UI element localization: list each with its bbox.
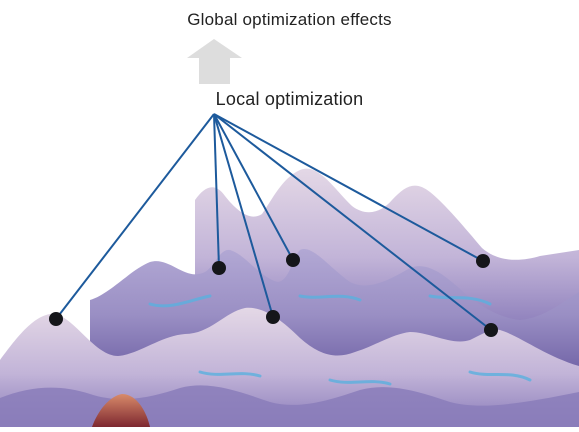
local-optimum-dot-peak-1 <box>49 312 63 326</box>
local-optimum-dot-peak-6 <box>484 323 498 337</box>
connector-line-peak-3 <box>213 113 294 261</box>
surface-highlight <box>148 294 532 386</box>
connector-line-peak-5 <box>213 113 484 262</box>
connector-line-peak-6 <box>213 113 492 331</box>
surface-warm-bump <box>92 394 150 427</box>
connector-line-peak-1 <box>55 113 215 320</box>
connector-line-peak-2 <box>213 113 220 269</box>
local-optimum-points <box>49 253 498 337</box>
up-arrow-icon <box>187 39 242 84</box>
connector-line-peak-4 <box>213 113 274 318</box>
local-optimum-dot-peak-3 <box>286 253 300 267</box>
local-optimum-dot-peak-5 <box>476 254 490 268</box>
local-optimum-dot-peak-2 <box>212 261 226 275</box>
optimization-surface <box>0 168 579 427</box>
connector-lines <box>55 113 492 331</box>
diagram-title: Global optimization effects <box>187 10 392 29</box>
local-optimum-dot-peak-4 <box>266 310 280 324</box>
local-optimization-label: Local optimization <box>215 89 364 109</box>
